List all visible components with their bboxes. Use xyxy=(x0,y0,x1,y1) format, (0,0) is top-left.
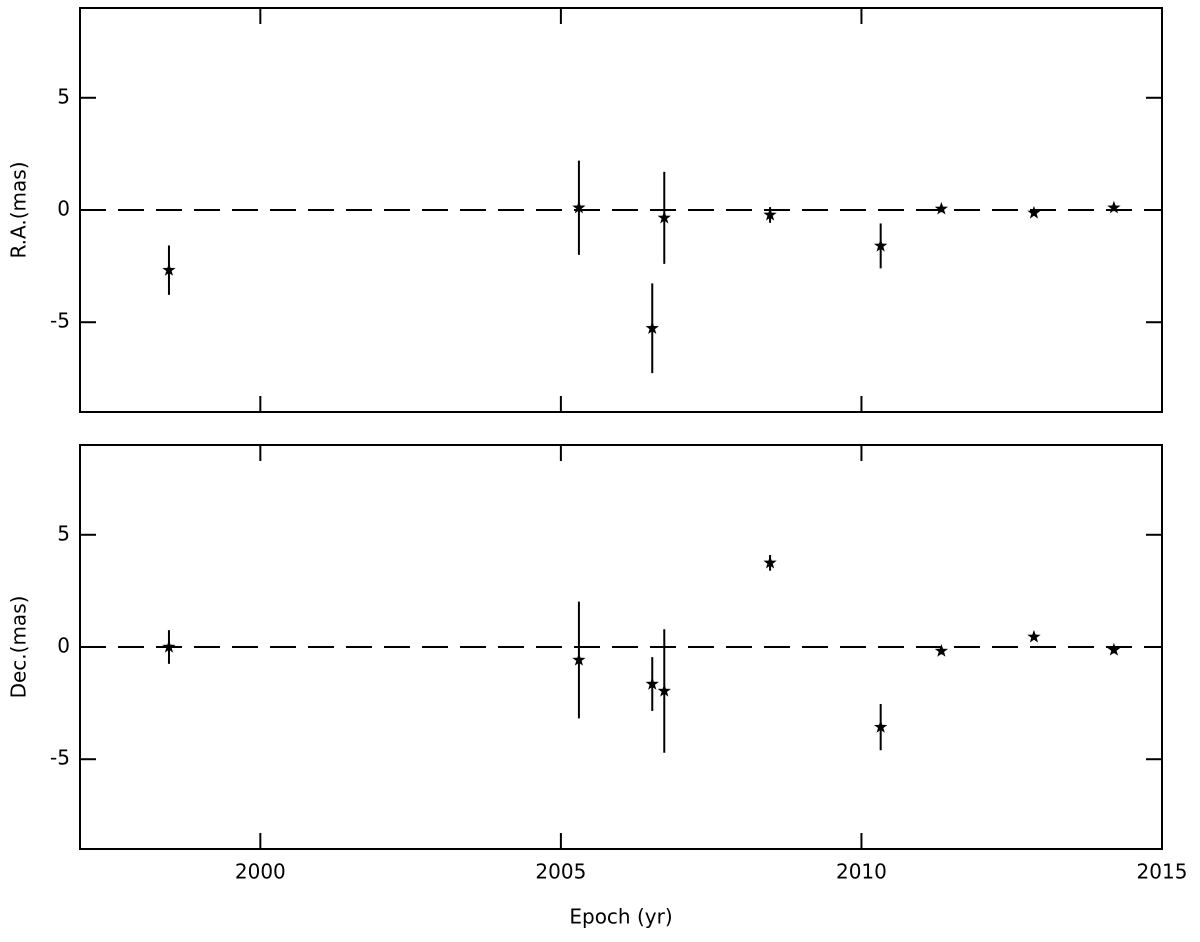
marker xyxy=(1107,642,1121,656)
marker xyxy=(162,263,176,276)
y-tick-label: 0 xyxy=(57,197,70,221)
y-tick-label: -5 xyxy=(50,309,70,333)
marker xyxy=(572,200,586,214)
marker xyxy=(874,238,888,252)
marker xyxy=(657,683,671,697)
y-axis-label: R.A.(mas) xyxy=(7,162,31,259)
marker xyxy=(572,653,586,666)
marker xyxy=(874,720,888,733)
marker xyxy=(934,201,949,215)
y-tick-label: 5 xyxy=(57,84,70,108)
marker xyxy=(763,207,777,221)
marker xyxy=(162,640,176,653)
x-tick-label: 2010 xyxy=(836,860,887,884)
marker xyxy=(763,555,777,569)
y-axis-label: Dec.(mas) xyxy=(7,596,31,699)
marker xyxy=(934,644,949,657)
marker xyxy=(645,677,659,690)
y-tick-label: 5 xyxy=(57,521,70,545)
marker xyxy=(1027,205,1041,219)
marker xyxy=(1027,629,1041,643)
marker xyxy=(645,321,659,334)
x-axis-label: Epoch (yr) xyxy=(569,905,672,929)
x-tick-label: 2005 xyxy=(535,860,586,884)
marker xyxy=(657,210,671,224)
y-tick-label: -5 xyxy=(50,746,70,770)
x-tick-label: 2015 xyxy=(1137,860,1188,884)
x-tick-label: 2000 xyxy=(235,860,286,884)
marker xyxy=(1107,200,1121,214)
y-tick-label: 0 xyxy=(57,634,70,658)
